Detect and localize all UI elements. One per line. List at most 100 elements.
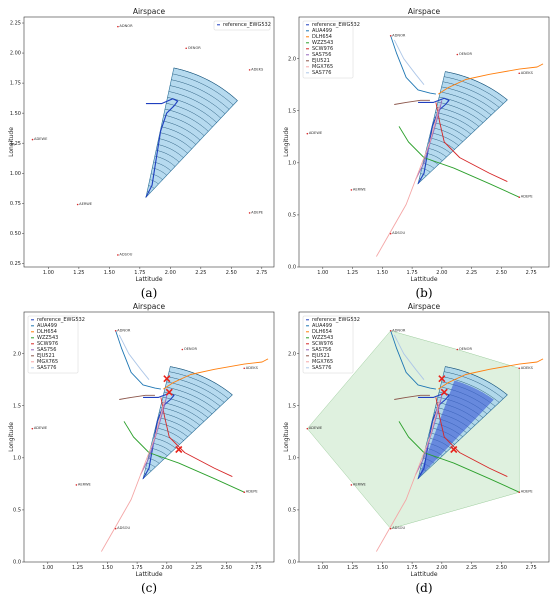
sector-ring <box>168 91 221 119</box>
sector-ring <box>166 381 221 407</box>
waypoint-marker <box>181 348 184 351</box>
conflict-marker <box>163 375 171 383</box>
sector-ring <box>439 96 488 120</box>
sector-ring <box>434 117 471 135</box>
waypoint-label: ADSOU <box>117 526 130 530</box>
sector-ring <box>161 126 197 145</box>
legend-entry: reference_EWG532 <box>312 22 360 28</box>
panel-title: Airspace <box>408 7 441 16</box>
y-axis-label: Longitude <box>8 422 15 452</box>
waypoint-marker <box>306 132 309 135</box>
sector-ring <box>432 122 467 139</box>
waypoint-label: ADEPE <box>251 210 264 214</box>
legend-entry: EJU521 <box>312 353 330 359</box>
waypoint-label: ADEPE <box>246 490 259 494</box>
waypoint-label: ADEPE <box>521 490 534 494</box>
waypoint-marker <box>518 196 521 199</box>
y-tick-label: 2.0 <box>13 351 21 357</box>
x-tick-label: 1.25 <box>347 565 358 571</box>
sector-ring <box>152 437 176 449</box>
legend-entry: SAS756 <box>37 347 56 353</box>
waypoint-marker <box>350 189 353 191</box>
y-tick-label: 2.25 <box>10 21 21 27</box>
series-line-EJU521 <box>119 394 155 400</box>
series-line-EJU521 <box>394 394 430 400</box>
waypoint-marker <box>248 212 251 214</box>
y-tick-label: 1.0 <box>288 160 296 166</box>
waypoint-label: ADEKS <box>521 366 534 370</box>
series-line-DLH654 <box>438 63 544 95</box>
sector-ring <box>163 114 205 136</box>
legend-entry: SAS776 <box>37 365 56 371</box>
sector-ring <box>157 144 184 158</box>
legend-entry: AUA499 <box>37 323 57 329</box>
series-line-SAS776 <box>393 39 425 85</box>
sector-ring <box>162 120 201 141</box>
waypoint-label: OENOR <box>184 347 198 351</box>
waypoint-marker <box>389 232 392 235</box>
series-line-DLH654 <box>438 358 544 390</box>
panel-d: Airspace ADNOR OENOR ADEKS ADEWE AERWE ADEPE AD… <box>283 302 550 595</box>
waypoint-marker <box>456 348 459 351</box>
waypoint-label: ADEWE <box>309 131 323 135</box>
conflict-marker <box>450 445 458 454</box>
panel-caption: (c) <box>141 581 157 595</box>
legend-entry: reference_EWG532 <box>223 22 271 28</box>
series-line-AUA499 <box>390 330 436 390</box>
x-tick-label: 2.00 <box>165 270 176 276</box>
sector-ring <box>443 76 504 104</box>
x-tick-label: 1.50 <box>102 565 113 571</box>
series-line-MGX765 <box>100 400 165 552</box>
y-tick-label: 0.5 <box>13 508 21 514</box>
sector-ring <box>173 67 238 101</box>
x-tick-label: 1.75 <box>407 270 418 276</box>
legend-entry: SAS776 <box>312 365 331 371</box>
waypoint-marker <box>117 25 119 28</box>
series-line-reference_EWG532 <box>145 98 179 198</box>
series-line-SAS776 <box>393 334 425 380</box>
waypoint-label: OENOR <box>459 347 473 351</box>
y-tick-label: 1.0 <box>288 455 296 461</box>
plot-frame <box>23 16 275 268</box>
sector-ring <box>169 85 226 114</box>
waypoint-marker <box>456 53 459 56</box>
sector-ring <box>156 422 188 437</box>
sector-ring <box>431 127 463 142</box>
series-line-WZZ543 <box>123 421 245 493</box>
x-tick-label: 1.25 <box>347 270 358 276</box>
x-tick-label: 2.25 <box>466 565 477 571</box>
sector-ring <box>167 376 225 403</box>
sector-ring <box>156 150 180 163</box>
sector-ring <box>442 81 500 108</box>
x-tick-label: 1.25 <box>72 565 83 571</box>
conflict-marker <box>440 388 448 396</box>
x-tick-label: 2.25 <box>466 270 477 276</box>
x-tick-label: 1.75 <box>132 565 143 571</box>
waypoint-label: ADSOU <box>119 252 132 256</box>
waypoint-marker <box>389 329 392 332</box>
y-tick-label: 0.0 <box>288 265 296 271</box>
legend-entry: AUA499 <box>312 323 332 329</box>
x-tick-label: 1.00 <box>43 270 54 276</box>
waypoint-marker <box>31 138 34 141</box>
y-tick-label: 1.25 <box>10 141 21 147</box>
y-tick-label: 1.5 <box>13 403 21 409</box>
series-line-SAS756 <box>415 100 443 180</box>
x-tick-label: 1.00 <box>317 565 328 571</box>
waypoint-marker <box>518 367 521 370</box>
sector-ring <box>427 142 451 154</box>
waypoint-marker <box>389 527 392 530</box>
waypoint-marker <box>185 47 187 50</box>
sector-ring <box>165 386 217 411</box>
waypoint-label: ADEWE <box>309 426 323 430</box>
series-line-EJU521 <box>394 99 430 105</box>
panel-caption: (b) <box>415 286 432 300</box>
x-tick-label: 2.50 <box>221 565 232 571</box>
x-axis-label: Lattitude <box>135 276 162 283</box>
sector-ring <box>435 112 476 131</box>
x-tick-label: 1.75 <box>134 270 145 276</box>
x-tick-label: 2.25 <box>195 270 206 276</box>
series-line-reference_EWG532 <box>417 97 450 184</box>
series-line-SAS756 <box>140 395 168 475</box>
x-tick-label: 1.50 <box>104 270 115 276</box>
